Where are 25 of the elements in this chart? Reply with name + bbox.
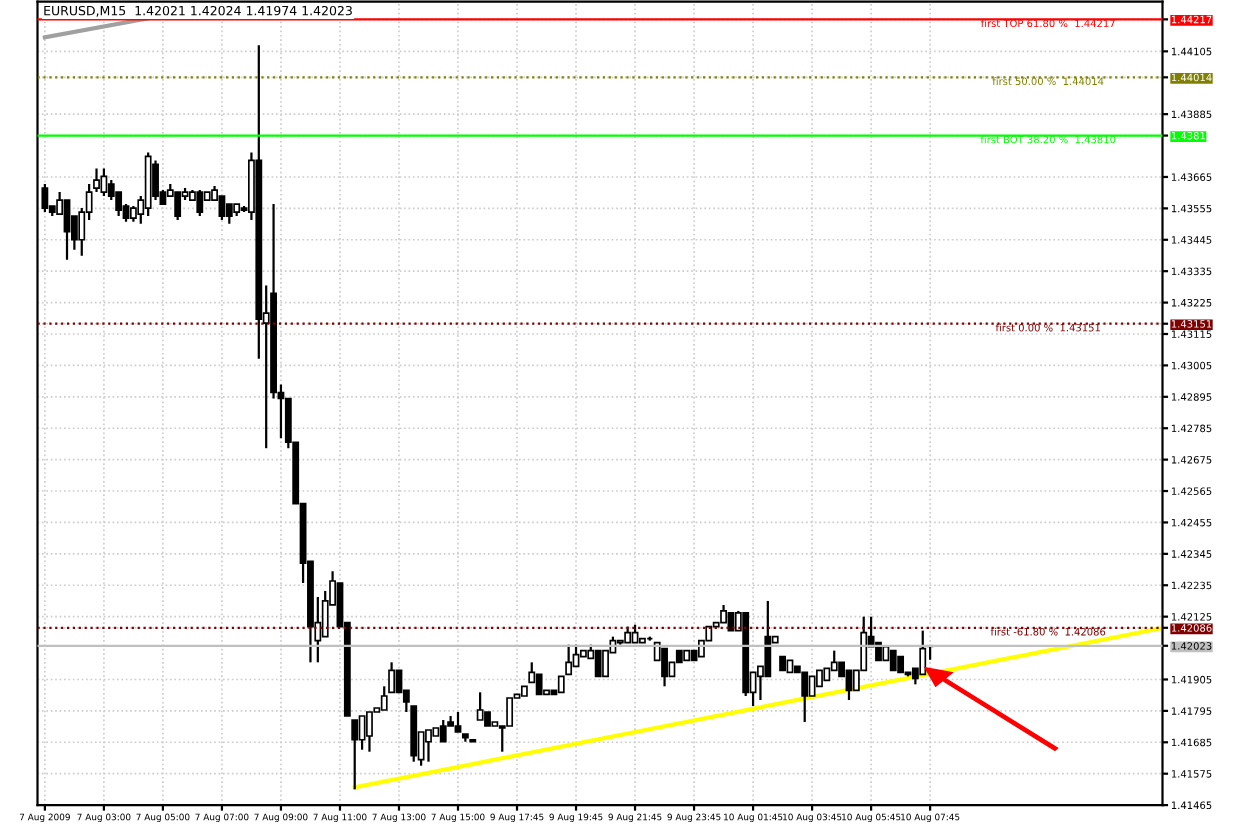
candlestick	[218, 194, 226, 222]
candlestick	[358, 714, 366, 751]
candlestick	[801, 671, 809, 724]
candlestick	[351, 718, 359, 791]
candlestick	[152, 159, 159, 202]
candlestick	[661, 647, 668, 688]
candlestick	[100, 167, 108, 198]
candlestick	[506, 697, 514, 727]
candlestick	[565, 643, 573, 676]
candlestick	[919, 629, 927, 676]
candlestick	[439, 718, 447, 743]
candlestick	[425, 728, 432, 763]
candlestick	[196, 188, 204, 218]
candlestick	[764, 599, 772, 678]
candlestick	[388, 661, 396, 694]
candlestick	[174, 190, 182, 222]
candlestick	[535, 673, 543, 696]
candlestick	[225, 202, 233, 225]
candlestick	[454, 710, 462, 734]
candlestick	[476, 691, 484, 722]
candlestick	[889, 649, 897, 672]
candlestick	[808, 675, 816, 697]
candlestick	[366, 710, 373, 753]
candlestick	[63, 198, 71, 261]
candlestick	[594, 649, 602, 678]
